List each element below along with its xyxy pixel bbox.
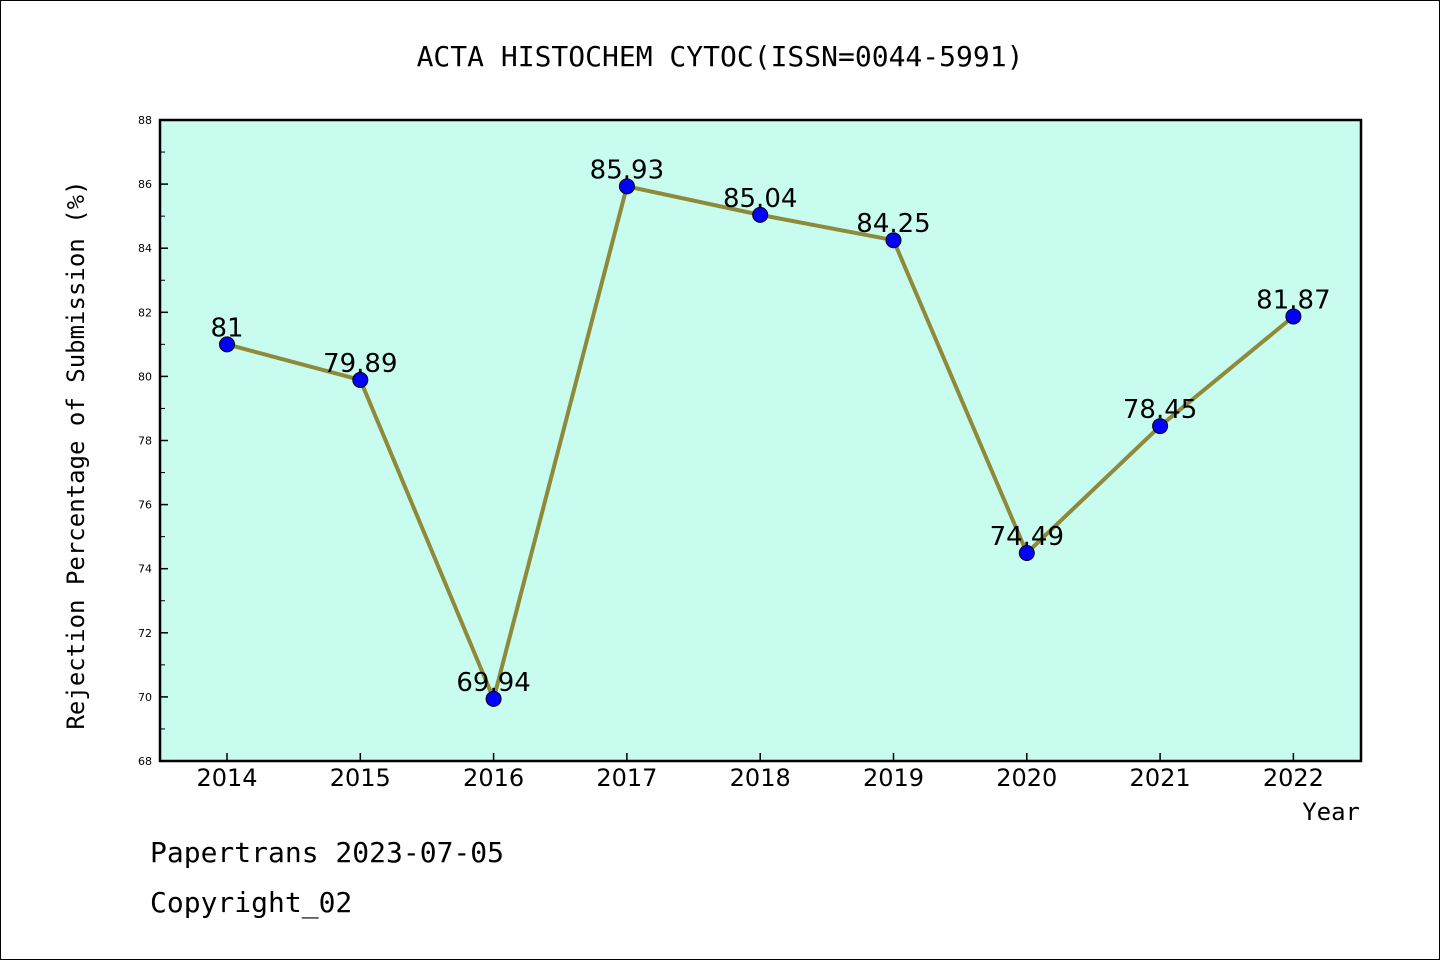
data-point-2017 xyxy=(618,178,635,195)
data-label-2021: 78.45 xyxy=(1123,395,1197,425)
y-tick-label: 84 xyxy=(138,242,152,255)
chart-title: ACTA HISTOCHEM CYTOC(ISSN=0044-5991) xyxy=(417,40,1024,73)
x-tick-label: 2022 xyxy=(1263,764,1324,792)
y-axis: 68 70 72 74 76 78 80 82 84 86 88 xyxy=(138,114,168,768)
y-tick-label: 76 xyxy=(138,499,152,512)
y-tick-label: 68 xyxy=(138,755,152,768)
y-tick-label: 82 xyxy=(138,306,152,319)
y-tick-label: 78 xyxy=(138,435,152,448)
plot-area xyxy=(158,118,1363,763)
data-label-2014: 81 xyxy=(210,313,243,343)
data-point-2020 xyxy=(1018,544,1035,561)
x-axis: 2014 2015 2016 2017 2018 2019 2020 2021 2022 xyxy=(196,753,1324,792)
x-tick-label: 2014 xyxy=(196,764,257,792)
data-label-2015: 79.89 xyxy=(323,349,397,379)
y-tick-label: 74 xyxy=(138,563,152,576)
footer-date-text: Papertrans 2023-07-05 xyxy=(150,836,505,869)
x-tick-label: 2020 xyxy=(996,764,1057,792)
y-tick-label: 80 xyxy=(138,370,152,383)
data-label-2019: 84.25 xyxy=(856,209,930,239)
data-label-2018: 85.04 xyxy=(723,184,797,214)
x-tick-label: 2021 xyxy=(1130,764,1191,792)
data-point-2014 xyxy=(219,336,235,353)
data-point-2022 xyxy=(1285,308,1302,325)
x-tick-label: 2017 xyxy=(596,764,657,792)
y-tick-label: 88 xyxy=(138,114,152,127)
series-markers xyxy=(219,178,1302,707)
y-tick-label: 86 xyxy=(138,178,152,191)
data-point-2015 xyxy=(352,371,369,388)
footer-copyright-text: Copyright_02 xyxy=(150,886,353,919)
y-axis-label: Rejection Percentage of Submission (%) xyxy=(62,180,90,729)
x-tick-label: 2019 xyxy=(863,764,924,792)
data-label-2022: 81.87 xyxy=(1256,285,1330,315)
x-tick-label: 2016 xyxy=(463,764,524,792)
x-axis-label: Year xyxy=(1302,798,1360,826)
data-point-2016 xyxy=(485,690,502,707)
y-tick-label: 72 xyxy=(138,627,152,640)
y-tick-label: 70 xyxy=(138,691,152,704)
data-point-2018 xyxy=(752,206,769,223)
data-label-2016: 69.94 xyxy=(456,668,530,698)
data-labels: 81 79.89 69.94 85.93 85.04 84.25 74.49 78.45 81.… xyxy=(210,155,1330,697)
data-point-2019 xyxy=(885,232,902,249)
x-tick-label: 2018 xyxy=(730,764,791,792)
data-label-2017: 85.93 xyxy=(590,155,664,185)
data-point-2021 xyxy=(1152,418,1169,435)
x-tick-label: 2015 xyxy=(330,764,391,792)
data-label-2020: 74.49 xyxy=(990,522,1064,552)
